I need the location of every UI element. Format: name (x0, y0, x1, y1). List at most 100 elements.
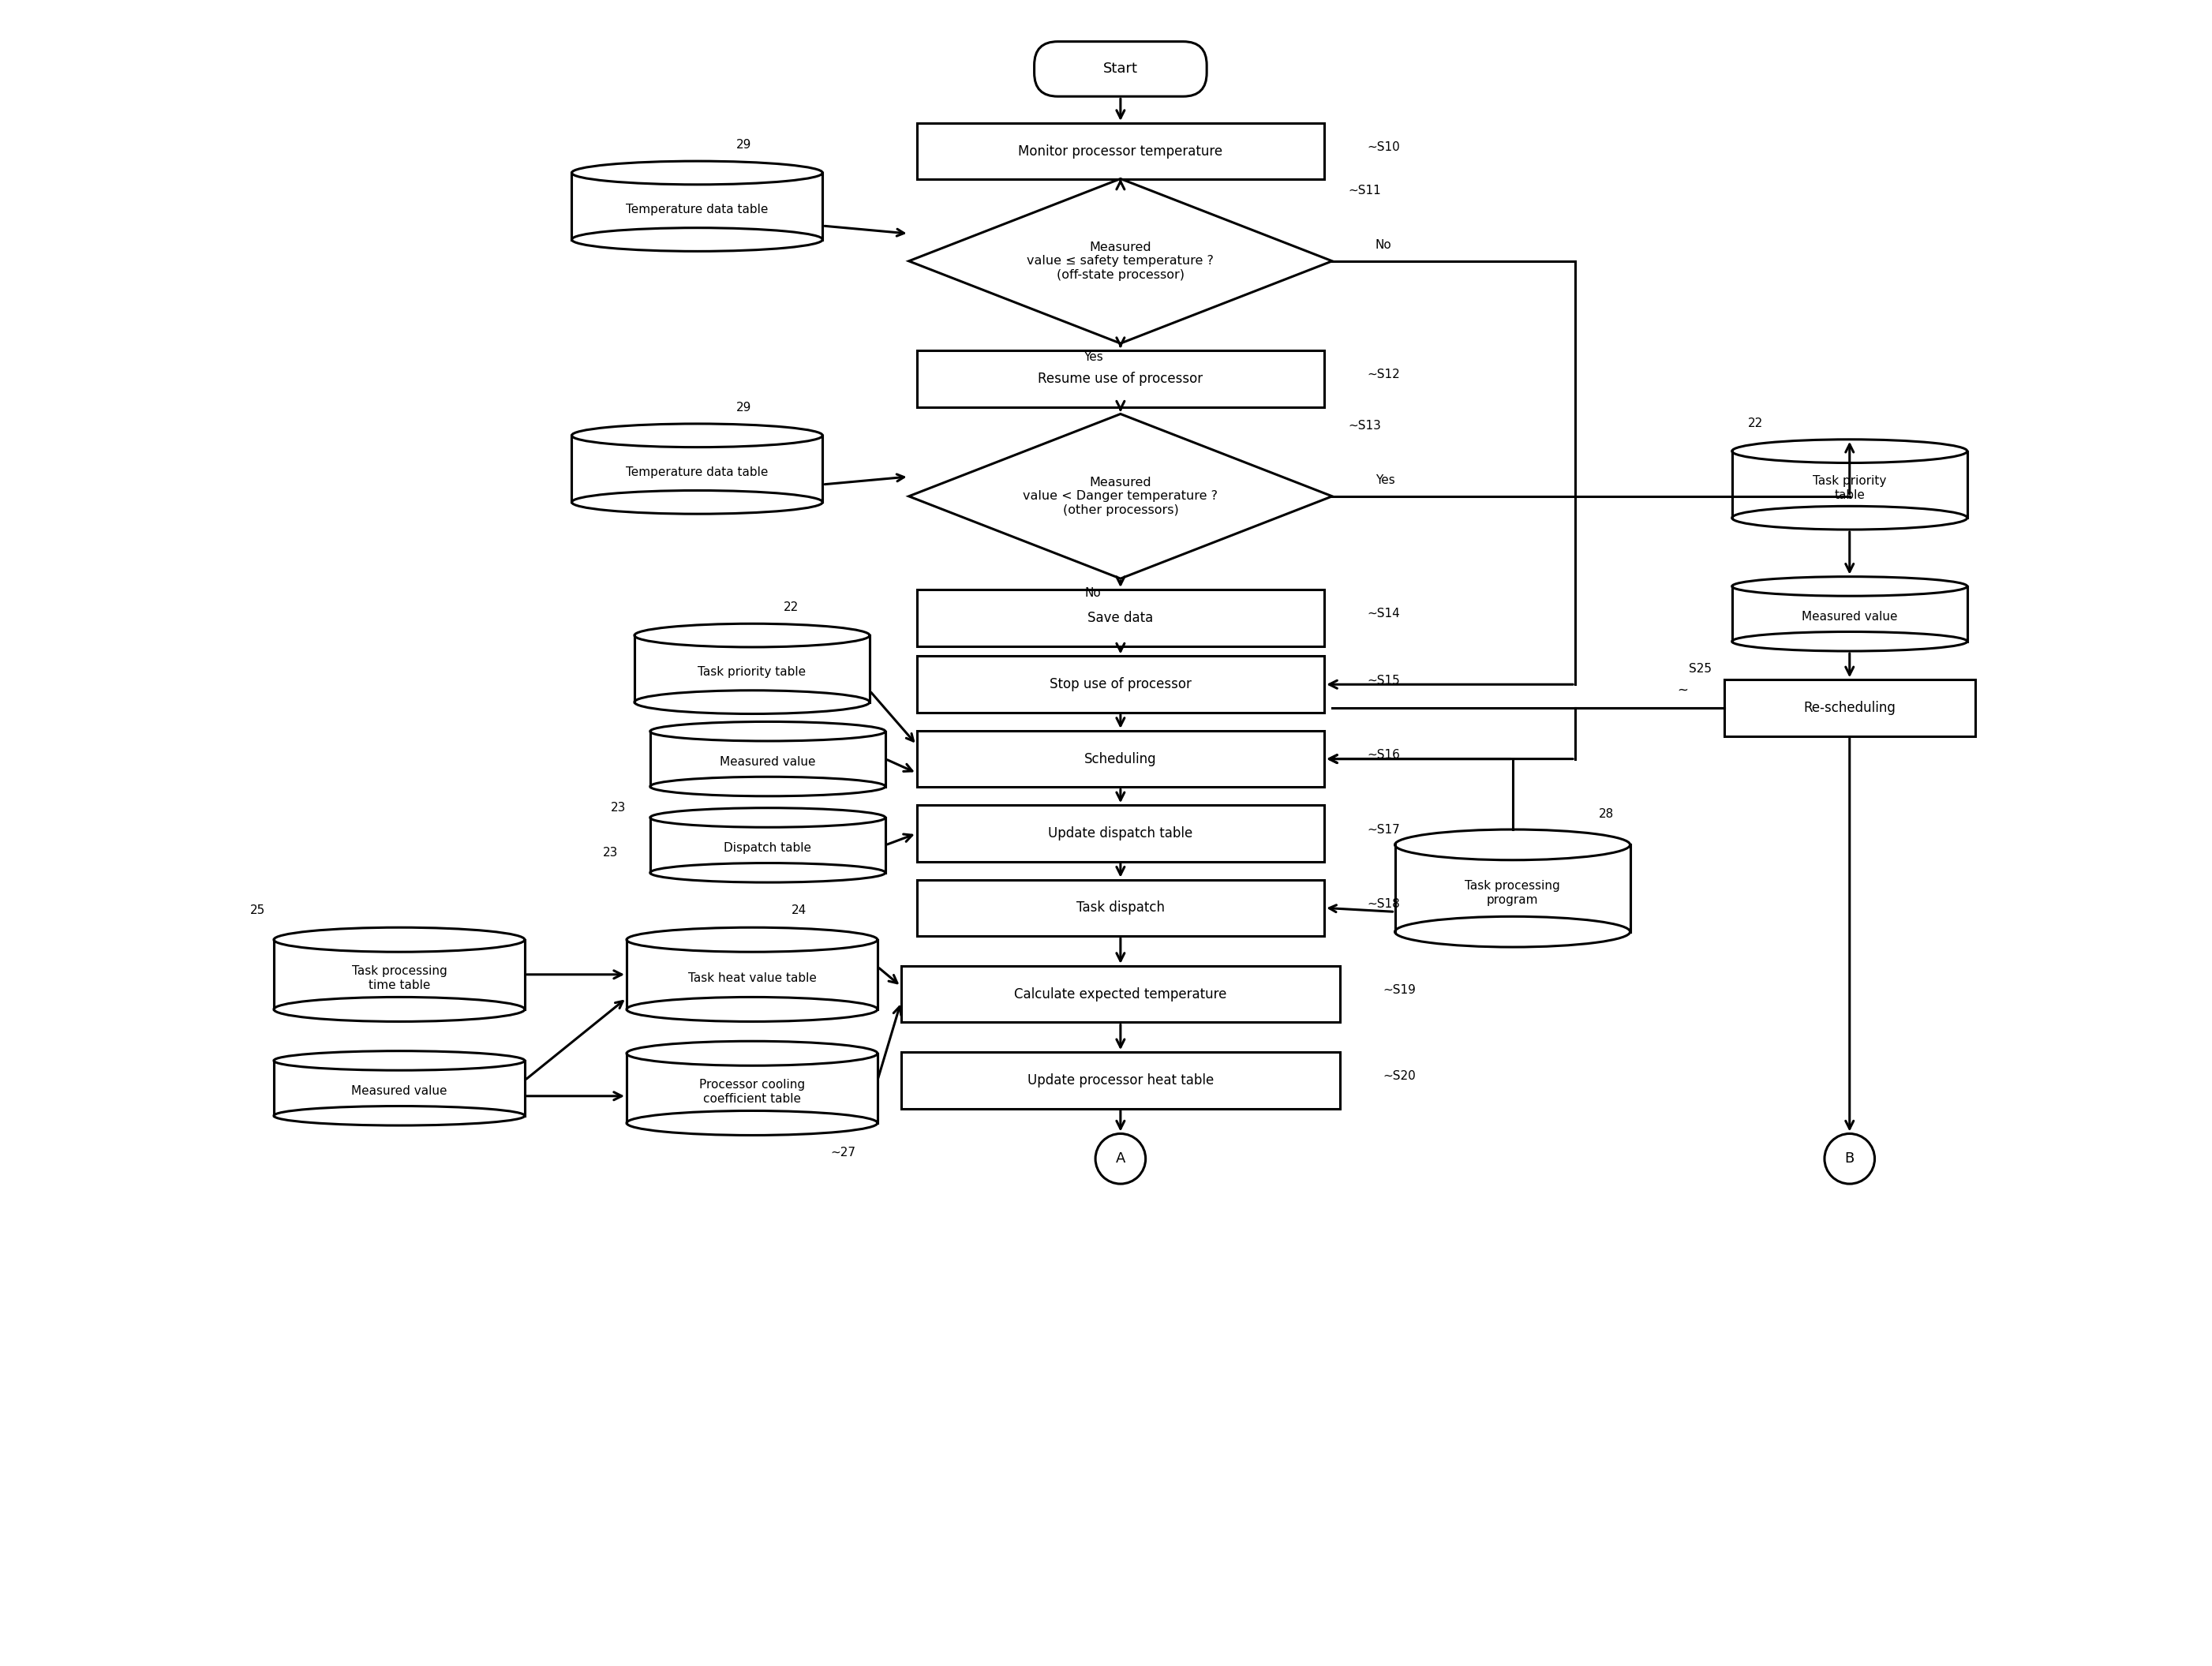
Bar (571, 435, 823, 501)
Text: Resume use of processor: Resume use of processor (1037, 372, 1203, 387)
Text: Task dispatch: Task dispatch (1077, 901, 1166, 915)
Ellipse shape (1732, 576, 1966, 596)
Text: Stop use of processor: Stop use of processor (1048, 678, 1192, 691)
Text: 23: 23 (611, 801, 626, 813)
Ellipse shape (571, 162, 823, 185)
Text: 29: 29 (737, 402, 752, 413)
Text: B: B (1845, 1151, 1854, 1166)
Ellipse shape (626, 996, 878, 1021)
Ellipse shape (274, 996, 524, 1021)
Bar (1396, 830, 1630, 845)
Bar (274, 928, 524, 940)
Text: Measured value: Measured value (719, 756, 816, 768)
Text: Yes: Yes (1376, 475, 1396, 486)
Ellipse shape (650, 808, 885, 828)
Ellipse shape (571, 490, 823, 513)
Bar (650, 818, 885, 873)
Text: Measured
value ≤ safety temperature ?
(off-state processor): Measured value ≤ safety temperature ? (o… (1026, 242, 1214, 280)
Text: Dispatch table: Dispatch table (723, 841, 812, 855)
FancyBboxPatch shape (1035, 42, 1208, 97)
Ellipse shape (635, 623, 869, 646)
Text: 22: 22 (783, 601, 799, 613)
Text: ~S12: ~S12 (1367, 368, 1400, 380)
Bar (274, 1061, 524, 1116)
Text: 23: 23 (604, 846, 619, 860)
Bar (916, 123, 1325, 180)
Bar (1732, 451, 1966, 518)
Ellipse shape (274, 928, 524, 951)
Text: 22: 22 (1747, 418, 1763, 430)
Bar (650, 731, 885, 786)
Bar (571, 162, 823, 173)
Polygon shape (909, 413, 1332, 578)
Text: 25: 25 (250, 905, 265, 916)
Text: Re-scheduling: Re-scheduling (1803, 701, 1896, 715)
Bar (916, 590, 1325, 646)
Text: Measured value: Measured value (352, 1085, 447, 1096)
Text: Processor cooling
coefficient table: Processor cooling coefficient table (699, 1080, 805, 1105)
Bar (900, 1053, 1340, 1108)
Text: Monitor processor temperature: Monitor processor temperature (1018, 145, 1223, 158)
Text: ~S19: ~S19 (1382, 985, 1416, 996)
Bar (916, 880, 1325, 936)
Ellipse shape (571, 228, 823, 252)
Ellipse shape (650, 721, 885, 741)
Bar (635, 623, 869, 635)
Text: Calculate expected temperature: Calculate expected temperature (1015, 986, 1228, 1001)
Text: Scheduling: Scheduling (1084, 751, 1157, 766)
Text: Task priority table: Task priority table (699, 666, 805, 678)
Text: ~S20: ~S20 (1382, 1071, 1416, 1083)
Ellipse shape (274, 1106, 524, 1126)
Bar (1732, 576, 1966, 586)
Text: Task heat value table: Task heat value table (688, 973, 816, 985)
Text: Start: Start (1104, 62, 1137, 77)
Bar (1732, 586, 1966, 641)
Text: Temperature data table: Temperature data table (626, 203, 768, 215)
Text: ~: ~ (1677, 683, 1688, 696)
Bar (650, 721, 885, 731)
Text: Temperature data table: Temperature data table (626, 466, 768, 478)
Bar (916, 656, 1325, 713)
Text: 28: 28 (1599, 808, 1615, 820)
Text: No: No (1376, 240, 1391, 252)
Text: Measured
value < Danger temperature ?
(other processors): Measured value < Danger temperature ? (o… (1022, 476, 1219, 516)
Text: No: No (1084, 586, 1102, 598)
Polygon shape (909, 178, 1332, 343)
Ellipse shape (274, 1051, 524, 1070)
Text: 24: 24 (792, 905, 807, 916)
Text: ~S11: ~S11 (1347, 185, 1380, 197)
Text: Save data: Save data (1088, 611, 1152, 625)
Bar (571, 423, 823, 435)
Ellipse shape (571, 423, 823, 446)
Text: Task processing
program: Task processing program (1464, 880, 1559, 906)
Text: ~S13: ~S13 (1347, 420, 1380, 431)
Ellipse shape (650, 863, 885, 883)
Ellipse shape (1732, 631, 1966, 651)
Text: Update processor heat table: Update processor heat table (1026, 1073, 1214, 1088)
Ellipse shape (635, 690, 869, 713)
Ellipse shape (626, 1111, 878, 1135)
Text: ~S18: ~S18 (1367, 898, 1400, 910)
Text: 29: 29 (737, 140, 752, 152)
Bar (626, 928, 878, 940)
Circle shape (1095, 1133, 1146, 1185)
Circle shape (1825, 1133, 1876, 1185)
Bar (635, 635, 869, 701)
Ellipse shape (650, 776, 885, 796)
Text: ~S10: ~S10 (1367, 142, 1400, 153)
Ellipse shape (1396, 916, 1630, 946)
Bar (900, 966, 1340, 1023)
Bar (274, 1051, 524, 1061)
Text: S25: S25 (1690, 663, 1712, 675)
Bar (1396, 845, 1630, 931)
Bar (916, 805, 1325, 861)
Text: Update dispatch table: Update dispatch table (1048, 826, 1192, 840)
Text: ~S17: ~S17 (1367, 823, 1400, 835)
Ellipse shape (626, 1041, 878, 1066)
Bar (626, 1053, 878, 1123)
Bar (916, 731, 1325, 786)
Bar (1723, 680, 1975, 736)
Bar (650, 808, 885, 818)
Bar (916, 350, 1325, 407)
Text: A: A (1115, 1151, 1126, 1166)
